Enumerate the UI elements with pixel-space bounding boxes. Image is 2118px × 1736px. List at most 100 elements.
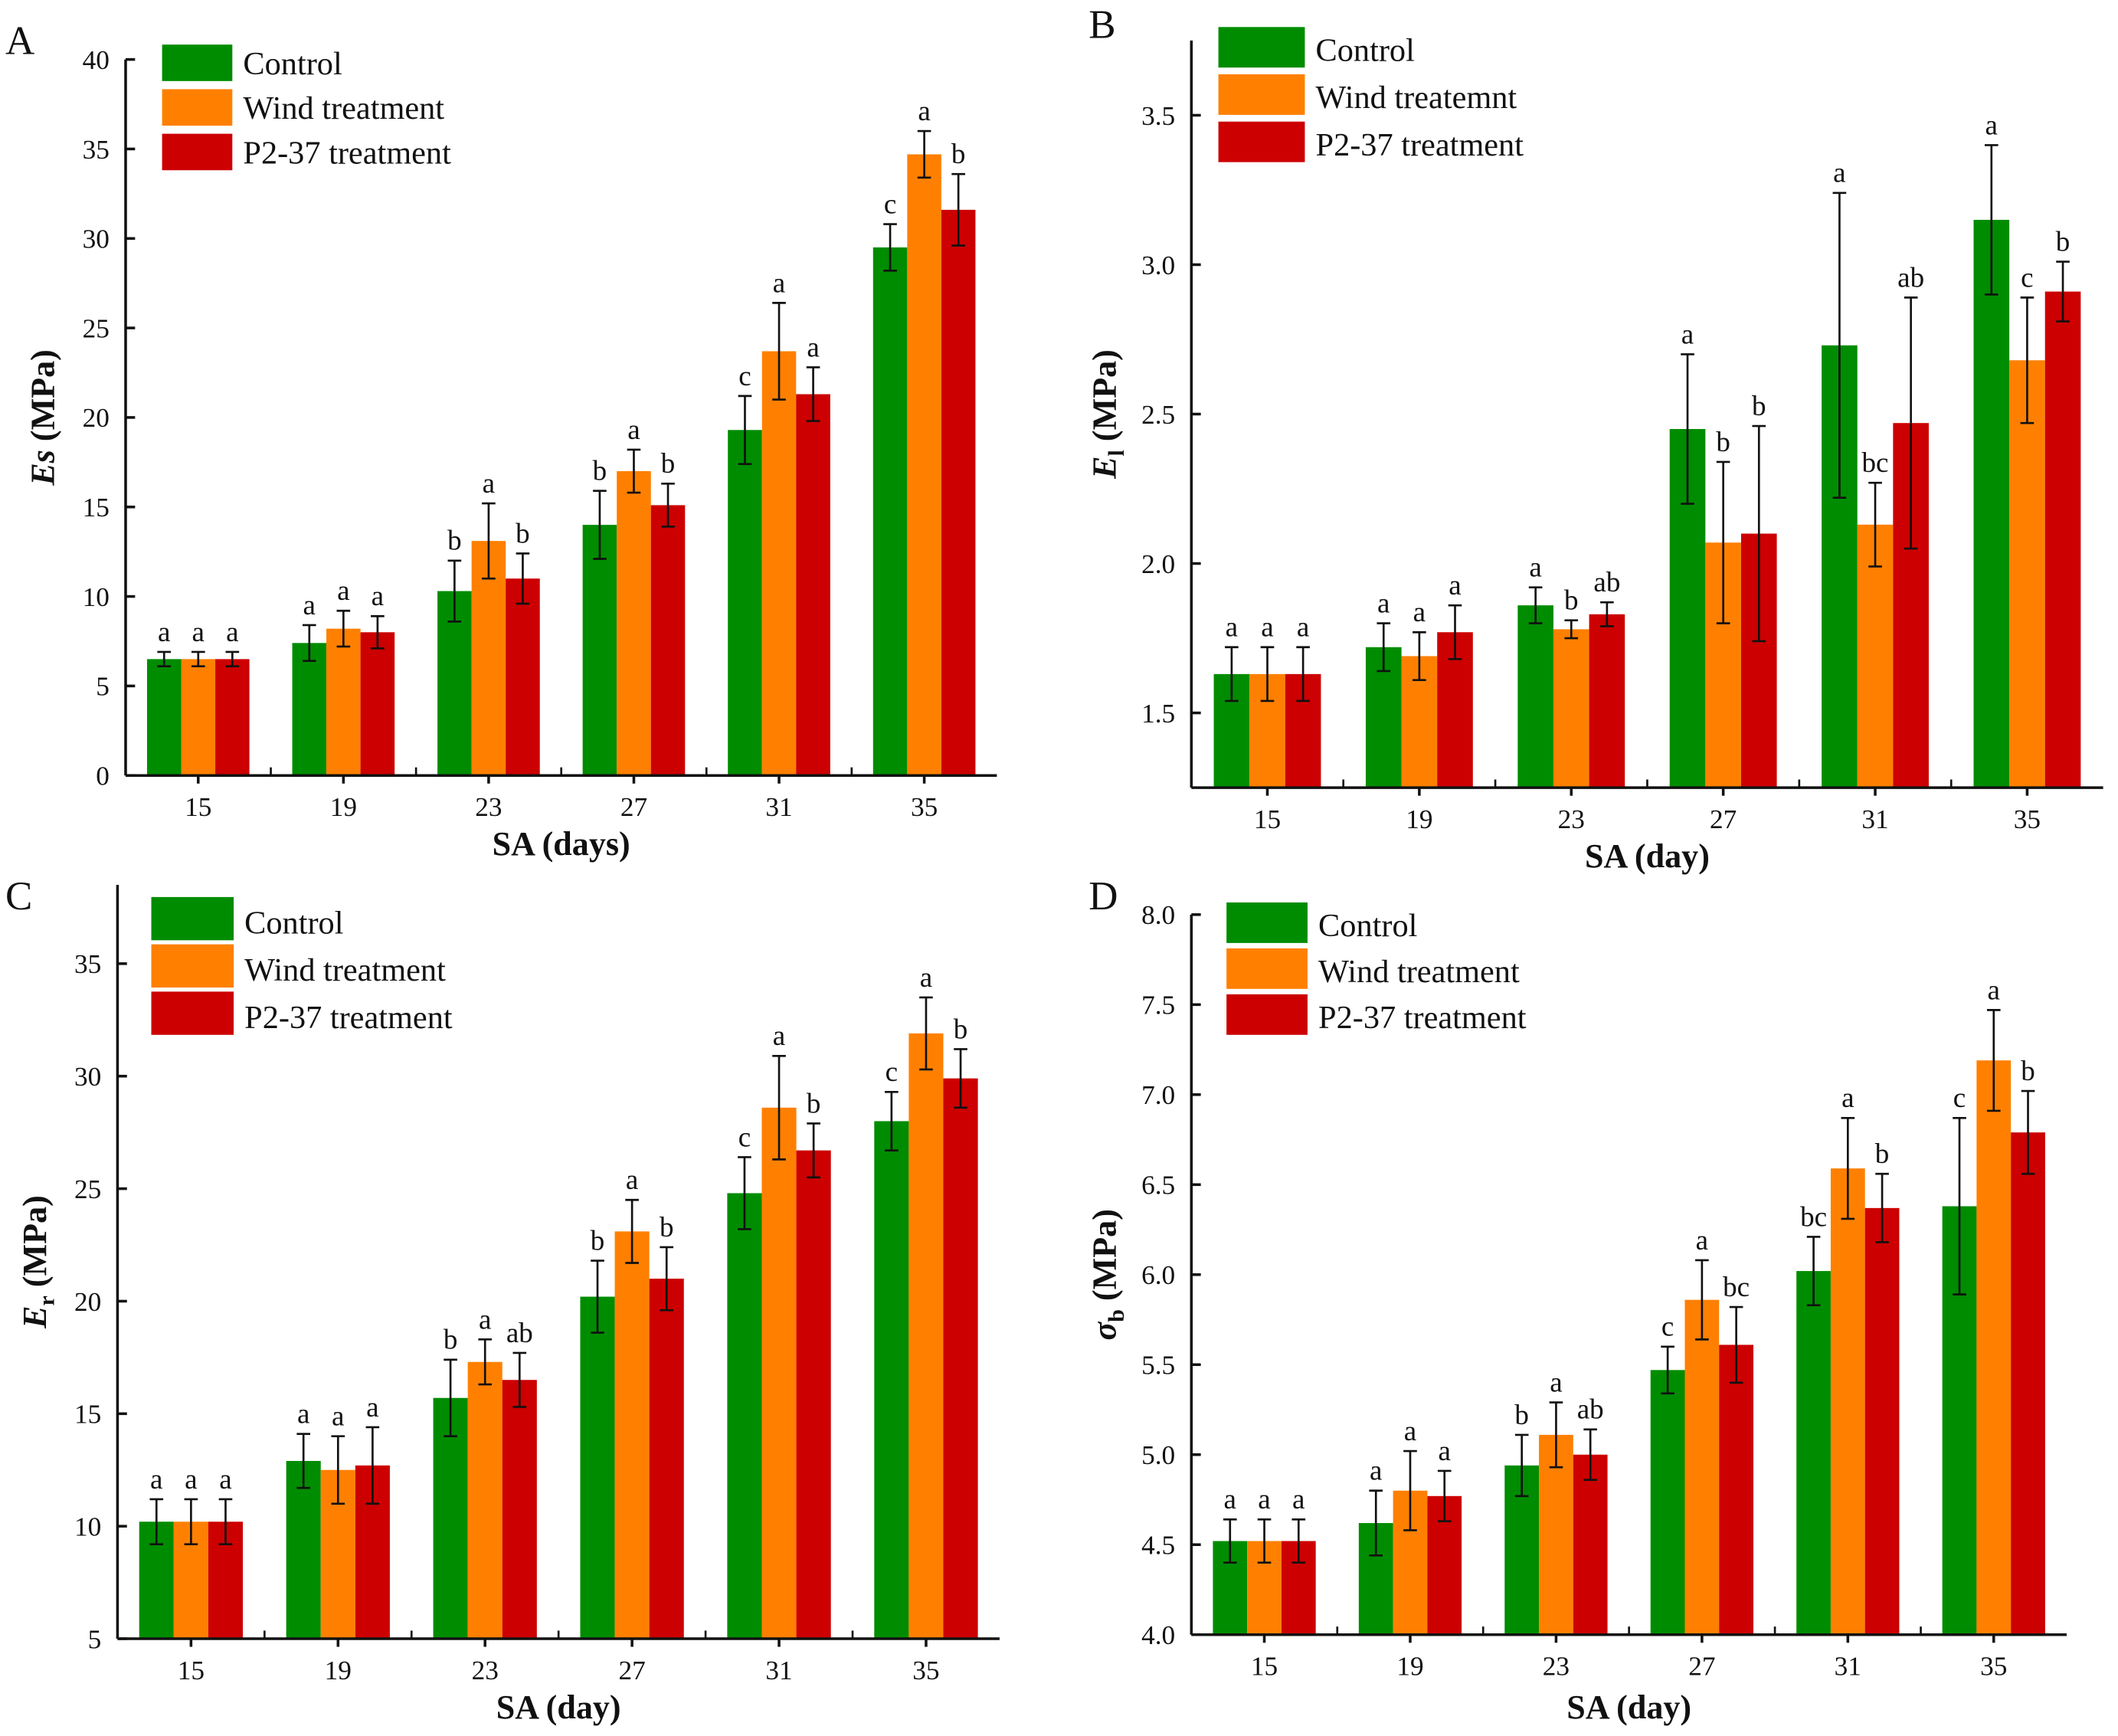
y-axis-unit: (MPa) [16, 1195, 54, 1295]
significance-letter: ab [1577, 1394, 1604, 1426]
x-tick-label: 31 [1861, 804, 1888, 834]
significance-letter: b [593, 456, 607, 487]
significance-letter: a [1988, 974, 2000, 1006]
x-axis-title: SA (day) [496, 1689, 621, 1726]
x-axis-title: SA (day) [1566, 1689, 1691, 1726]
bar [286, 1460, 321, 1639]
y-axis-unit: (MPa) [25, 349, 62, 450]
legend-label: P2-37 treatment [243, 135, 451, 171]
y-axis-symbol: E [16, 1305, 54, 1328]
y-axis-unit: (MPa) [1086, 349, 1124, 450]
bar [617, 471, 651, 776]
bar [2009, 360, 2045, 788]
significance-letter: c [2021, 262, 2033, 293]
bar [614, 1231, 650, 1639]
significance-letter: a [150, 1464, 162, 1495]
panel-letter: C [5, 874, 32, 919]
significance-letter: c [738, 361, 751, 392]
significance-letter: b [1752, 391, 1766, 422]
y-axis-subscript: l [1104, 450, 1129, 456]
significance-letter: a [158, 617, 170, 648]
y-axis-title: σb (MPa) [1086, 1209, 1130, 1340]
significance-letter: ab [1897, 262, 1924, 293]
y-tick-label: 30 [74, 1062, 101, 1092]
bar [874, 1121, 909, 1639]
y-axis-subscript: r [34, 1295, 60, 1305]
significance-letter: a [1681, 319, 1694, 350]
y-tick-label: 7.0 [1141, 1080, 1175, 1110]
y-tick-label: 10 [83, 582, 110, 612]
bar [761, 1107, 797, 1639]
bar [1650, 1370, 1685, 1635]
y-tick-label: 5.0 [1141, 1440, 1175, 1470]
significance-letter: a [337, 575, 349, 607]
bar [506, 578, 540, 776]
y-tick-label: 3.5 [1141, 101, 1175, 131]
panel-letter: D [1088, 874, 1118, 919]
y-tick-label: 1.5 [1141, 699, 1175, 729]
legend: Control Wind treatment P2-37 treatment [1226, 902, 1527, 1036]
legend-label: P2-37 treatment [1318, 1000, 1527, 1036]
bar [1796, 1271, 1831, 1635]
significance-letter: c [738, 1122, 751, 1153]
bar [1517, 605, 1553, 788]
legend-label: P2-37 treatment [244, 1000, 453, 1036]
y-tick-label: 25 [83, 313, 110, 343]
bar [796, 1150, 831, 1639]
significance-letter: a [372, 581, 384, 612]
bar [2044, 291, 2081, 788]
x-axis-title: SA (days) [493, 825, 630, 863]
significance-letter: a [1261, 612, 1273, 644]
y-tick-label: 6.0 [1141, 1260, 1175, 1290]
bar [1589, 614, 1625, 788]
y-tick-label: 35 [74, 949, 101, 979]
x-tick-label: 27 [1688, 1652, 1715, 1682]
significance-letter: c [886, 1056, 898, 1088]
legend-label: Control [244, 906, 343, 942]
y-tick-label: 3.0 [1141, 251, 1175, 280]
legend-swatch [1226, 994, 1308, 1035]
significance-letter: a [1258, 1484, 1270, 1515]
y-tick-label: 0 [96, 762, 110, 791]
y-tick-label: 15 [83, 493, 110, 522]
significance-letter: a [1841, 1083, 1854, 1114]
y-tick-label: 2.5 [1141, 400, 1175, 430]
legend-label: Control [1318, 908, 1417, 944]
bar [941, 209, 976, 776]
legend-swatch [1218, 74, 1305, 115]
significance-letter: b [2056, 226, 2071, 257]
bar [1976, 1060, 2012, 1635]
significance-letter: a [920, 962, 932, 994]
significance-letter: a [1292, 1484, 1305, 1515]
legend: Control Wind treatment P2-37 treatment [162, 44, 451, 171]
significance-letter: a [303, 590, 316, 621]
significance-letter: a [1550, 1368, 1562, 1399]
y-axis-title: El (MPa) [1086, 349, 1130, 480]
significance-letter: a [1439, 1436, 1451, 1467]
significance-letter: a [918, 96, 930, 127]
significance-letter: a [1449, 570, 1461, 601]
panel-D: Daabcbccaaaaaaaaabbcbb4.04.55.05.56.06.5… [1086, 874, 2067, 1726]
significance-letter: a [366, 1392, 378, 1423]
x-tick-label: 31 [1835, 1652, 1861, 1682]
y-tick-label: 35 [83, 135, 110, 165]
legend-label: P2-37 treatment [1316, 127, 1524, 163]
bar [292, 643, 327, 776]
significance-letter: b [954, 1014, 968, 1045]
y-tick-label: 40 [83, 45, 110, 75]
legend-swatch [1218, 121, 1305, 162]
significance-letter: bc [1800, 1201, 1827, 1233]
x-tick-label: 19 [1406, 804, 1432, 834]
bar [360, 632, 395, 776]
significance-letter: a [1413, 597, 1426, 628]
significance-letter: a [219, 1464, 231, 1495]
bar [907, 154, 941, 776]
significance-letter: a [1404, 1416, 1416, 1447]
significance-letter: b [1716, 427, 1730, 458]
legend-swatch [151, 944, 234, 988]
bar [872, 247, 908, 776]
x-tick-label: 35 [1980, 1652, 2007, 1682]
significance-letter: a [226, 617, 238, 648]
